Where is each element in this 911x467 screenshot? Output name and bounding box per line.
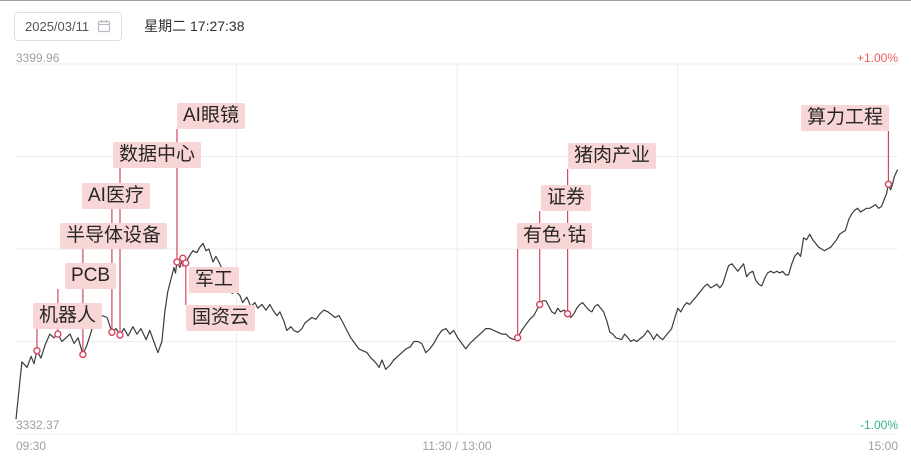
sector-label-4[interactable]: 数据中心 bbox=[113, 142, 202, 168]
pct-low-label: -1.00% bbox=[859, 418, 898, 432]
event-marker bbox=[173, 258, 181, 266]
y-axis-high-label: 3399.96 bbox=[16, 51, 60, 65]
x-axis-close-label: 15:00 bbox=[867, 439, 898, 453]
calendar-icon bbox=[98, 20, 111, 33]
sector-label-6[interactable]: 军工 bbox=[189, 267, 240, 293]
sector-label-1[interactable]: PCB bbox=[65, 263, 117, 289]
sector-label-8[interactable]: 有色·钴 bbox=[517, 223, 593, 249]
event-marker bbox=[884, 180, 893, 188]
event-marker bbox=[79, 350, 87, 359]
toolbar: 2025/03/11 星期二 17:27:38 bbox=[0, 1, 911, 51]
event-marker bbox=[563, 310, 572, 318]
sector-label-5[interactable]: AI眼镜 bbox=[177, 103, 245, 129]
sector-label-9[interactable]: 证券 bbox=[541, 185, 592, 211]
event-marker bbox=[182, 259, 190, 267]
event-marker bbox=[535, 300, 544, 309]
sector-label-2[interactable]: 半导体设备 bbox=[60, 223, 168, 249]
x-axis-midday-label: 11:30 / 13:00 bbox=[422, 439, 492, 453]
price-line bbox=[15, 169, 899, 420]
weekday-time-text: 星期二 17:27:38 bbox=[144, 18, 245, 34]
event-marker bbox=[33, 347, 41, 355]
date-value: 2025/03/11 bbox=[25, 18, 90, 34]
x-axis-open-label: 09:30 bbox=[16, 439, 47, 453]
date-picker[interactable]: 2025/03/11 bbox=[14, 11, 123, 41]
event-marker bbox=[108, 328, 116, 336]
sector-label-10[interactable]: 猪肉产业 bbox=[568, 143, 657, 169]
sector-label-7[interactable]: 国资云 bbox=[186, 305, 256, 331]
sector-label-3[interactable]: AI医疗 bbox=[82, 183, 150, 209]
sector-label-11[interactable]: 算力工程 bbox=[801, 105, 890, 131]
event-marker bbox=[54, 330, 62, 338]
event-marker bbox=[116, 331, 124, 339]
event-marker bbox=[513, 334, 522, 342]
sector-label-0[interactable]: 机器人 bbox=[33, 303, 103, 329]
y-axis-low-label: 3332.37 bbox=[16, 418, 60, 432]
pct-high-label: +1.00% bbox=[856, 51, 898, 65]
